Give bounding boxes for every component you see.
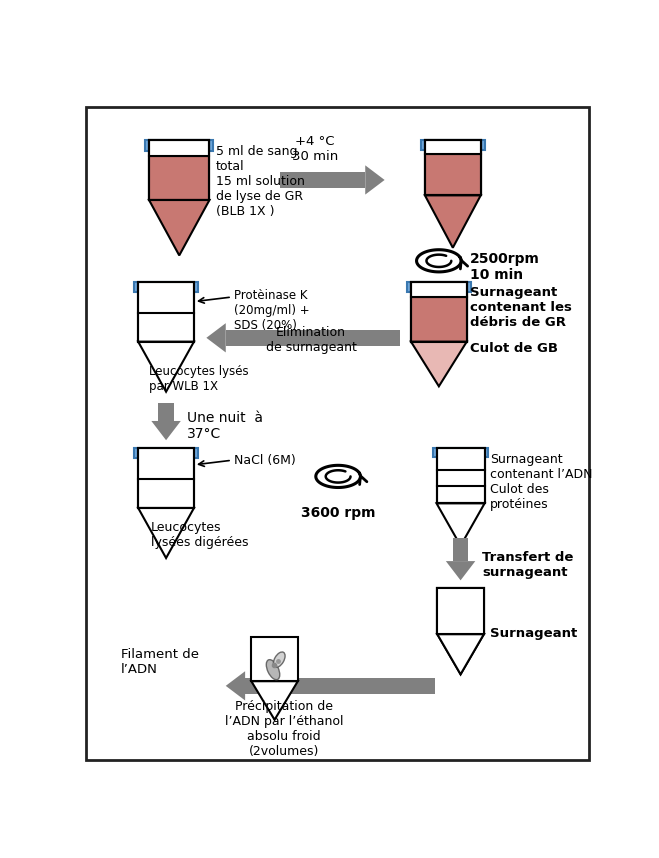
Bar (411, 281, 467, 341)
Polygon shape (206, 323, 226, 353)
Polygon shape (138, 508, 194, 558)
Bar (138, 448, 194, 508)
Bar (251, 637, 298, 681)
Bar (411, 281, 467, 341)
Bar (433, 448, 488, 457)
Ellipse shape (273, 652, 285, 668)
Bar (138, 281, 194, 341)
Text: NaCl (6M): NaCl (6M) (235, 454, 296, 467)
Bar (145, 140, 214, 151)
Bar (453, 538, 469, 561)
Text: Elimination
de surnageant: Elimination de surnageant (266, 326, 357, 354)
Bar (425, 154, 480, 196)
Polygon shape (425, 196, 480, 248)
Bar (138, 448, 194, 508)
Polygon shape (226, 671, 245, 700)
Polygon shape (436, 504, 484, 546)
Bar (149, 155, 210, 200)
Text: 5 ml de sang
total
15 ml solution
de lyse de GR
(BLB 1X ): 5 ml de sang total 15 ml solution de lys… (215, 145, 304, 218)
Bar (226, 330, 400, 346)
Bar (425, 140, 480, 196)
Bar (149, 140, 210, 155)
Polygon shape (149, 200, 210, 256)
Bar (158, 403, 174, 421)
Bar (438, 588, 484, 634)
Text: Leucocytes
lysées digérées: Leucocytes lysées digérées (150, 521, 248, 549)
Text: Culot de GB: Culot de GB (470, 341, 558, 354)
Text: Culot des
protéines: Culot des protéines (490, 483, 549, 511)
Bar (134, 448, 198, 458)
Polygon shape (438, 634, 484, 674)
Polygon shape (138, 341, 194, 392)
Bar (280, 172, 365, 188)
Bar (411, 297, 467, 341)
Text: +4 °C
30 min: +4 °C 30 min (292, 135, 338, 163)
Polygon shape (251, 681, 298, 720)
Ellipse shape (266, 660, 280, 680)
Text: Filament de
l’ADN: Filament de l’ADN (121, 648, 199, 676)
Text: Précipitation de
l’ADN par l’éthanol
absolu froid
(2volumes): Précipitation de l’ADN par l’éthanol abs… (225, 700, 343, 758)
Polygon shape (438, 634, 484, 674)
Bar (425, 140, 480, 196)
Polygon shape (365, 166, 385, 195)
Bar (245, 678, 435, 693)
Text: Transfert de
surnageant: Transfert de surnageant (482, 551, 573, 579)
Polygon shape (411, 341, 467, 386)
Text: Surnageant
contenant les
débris de GR: Surnageant contenant les débris de GR (470, 287, 572, 329)
Text: 2500rpm
10 min: 2500rpm 10 min (470, 251, 540, 281)
Bar (436, 448, 484, 504)
Bar (421, 140, 484, 150)
Text: Une nuit  à
37°C: Une nuit à 37°C (187, 411, 263, 441)
Bar (438, 588, 484, 634)
Text: Surnageant
contenant l’ADN: Surnageant contenant l’ADN (490, 452, 592, 480)
Polygon shape (446, 561, 475, 580)
Bar (411, 281, 467, 297)
Text: Leucocytes lysés
par WLB 1X: Leucocytes lysés par WLB 1X (149, 365, 248, 393)
Text: Protèinase K
(20mg/ml) +
SDS (20%): Protèinase K (20mg/ml) + SDS (20%) (235, 289, 310, 332)
Bar (138, 281, 194, 341)
Bar (436, 448, 484, 504)
Text: 3600 rpm: 3600 rpm (301, 506, 376, 521)
Bar (149, 140, 210, 200)
Bar (407, 281, 471, 292)
Text: Surnageant: Surnageant (490, 626, 577, 639)
Bar (149, 140, 210, 200)
Bar (425, 140, 480, 154)
Bar (134, 281, 198, 292)
Bar (438, 588, 484, 634)
Polygon shape (152, 421, 181, 440)
